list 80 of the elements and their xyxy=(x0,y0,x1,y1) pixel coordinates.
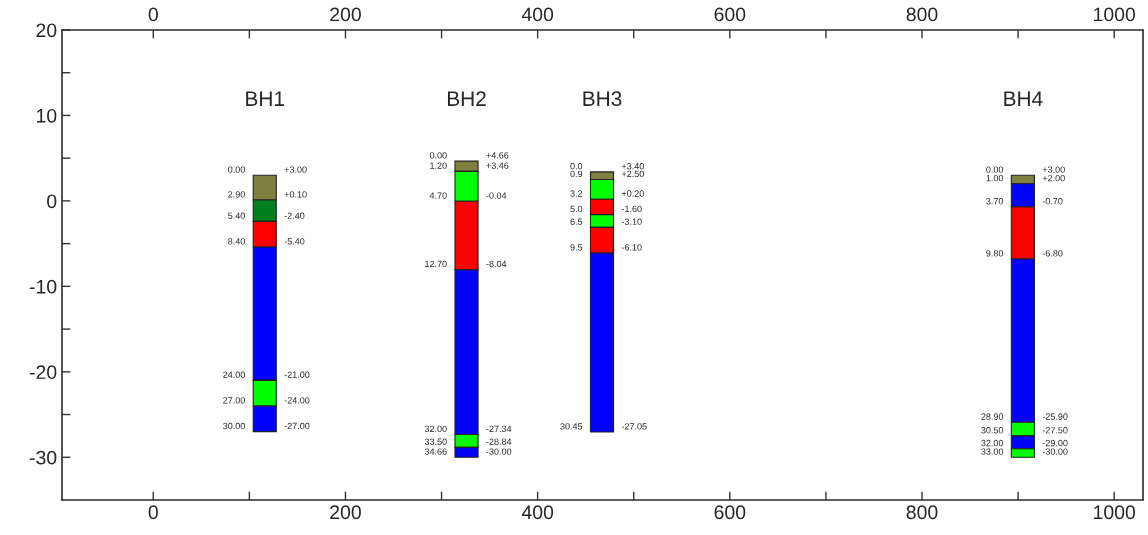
annotation: 9.5 xyxy=(570,244,583,251)
annotation: +0.20 xyxy=(621,190,644,197)
x2-tick-label: 0 xyxy=(148,7,158,22)
annotation: BH1 xyxy=(246,91,284,106)
annotation: 1.00 xyxy=(986,174,1004,182)
annotation: +3.00 xyxy=(1042,166,1065,173)
annotation: +3.46 xyxy=(486,162,509,169)
annotation: BH4 xyxy=(1004,91,1043,106)
annotation: +4.66 xyxy=(486,152,509,159)
annotation: 34.66 xyxy=(424,448,447,455)
annotation: -27.50 xyxy=(1042,427,1068,434)
x-tick-label: 400 xyxy=(521,505,554,520)
annotation: -30.00 xyxy=(486,448,512,455)
annotation: 8.40 xyxy=(228,238,245,245)
annotation: 0.0 xyxy=(570,162,583,170)
x-tick-label: 200 xyxy=(330,505,361,520)
annotation: 2.90 xyxy=(228,191,245,198)
annotation: -6.80 xyxy=(1042,250,1063,257)
annotation: 9.80 xyxy=(986,250,1004,257)
annotation: 0.00 xyxy=(986,166,1004,173)
annotation: -25.90 xyxy=(1042,413,1068,420)
annotation: -8.04 xyxy=(486,260,507,268)
annotation: 5.0 xyxy=(570,205,583,213)
annotation: 6.5 xyxy=(570,218,583,225)
annotation: -1.60 xyxy=(621,205,642,213)
annotation: -3.10 xyxy=(621,218,642,225)
annotation: 4.70 xyxy=(429,192,447,199)
x2-tick-label: 400 xyxy=(521,7,554,22)
annotation: 5.40 xyxy=(228,212,245,219)
x2-tick-label: 600 xyxy=(714,7,746,22)
x-tick-label: 800 xyxy=(906,505,938,520)
annotation: 28.90 xyxy=(981,413,1004,420)
x2-tick-label: 200 xyxy=(330,7,361,22)
annotation: -5.40 xyxy=(284,238,305,245)
annotation: +2.50 xyxy=(621,170,644,178)
x-tick-label: 1000 xyxy=(1094,505,1136,520)
annotation: -29.00 xyxy=(1042,439,1068,447)
y-tick-label: 20 xyxy=(36,23,57,38)
y-tick-label: -30 xyxy=(29,450,57,465)
annotation: 27.00 xyxy=(223,397,245,404)
annotation: 30.45 xyxy=(560,423,583,430)
annotation: 0.00 xyxy=(228,166,245,173)
annotation: 12.70 xyxy=(425,260,447,268)
x-tick-label: 600 xyxy=(714,505,746,520)
annotation: -0.04 xyxy=(486,192,507,199)
annotation: 24.00 xyxy=(223,371,245,378)
annotation: 1.20 xyxy=(430,162,447,169)
annotation: -2.40 xyxy=(284,212,305,219)
annotation: -0.70 xyxy=(1042,198,1063,205)
annotation: 3.2 xyxy=(570,190,583,197)
annotation: +3.40 xyxy=(621,162,644,170)
y-tick-label: -20 xyxy=(29,365,57,380)
annotation: BH2 xyxy=(447,91,486,106)
annotation: -27.05 xyxy=(621,423,647,430)
annotation: -6.10 xyxy=(621,244,642,251)
annotation: 3.70 xyxy=(986,198,1004,205)
x2-tick-label: 1000 xyxy=(1094,7,1136,22)
annotation: +0.10 xyxy=(284,191,307,198)
annotation: -21.00 xyxy=(284,371,310,378)
annotation: 32.00 xyxy=(424,425,447,433)
annotation: -27.34 xyxy=(486,425,512,433)
y-tick-label: -10 xyxy=(29,279,57,294)
annotation: 30.50 xyxy=(981,427,1004,434)
annotation: 0.00 xyxy=(429,152,447,159)
x2-tick-label: 800 xyxy=(906,7,938,22)
y-tick-label: 0 xyxy=(47,194,57,209)
annotation: +2.00 xyxy=(1042,174,1065,182)
annotation: -24.00 xyxy=(284,397,310,404)
annotation: -30.00 xyxy=(1042,448,1068,455)
annotation: -27.00 xyxy=(284,422,310,430)
annotation: -28.84 xyxy=(486,438,512,445)
annotation: 30.00 xyxy=(223,422,245,430)
y-tick-label: 10 xyxy=(37,108,57,123)
annotation: 32.00 xyxy=(981,439,1004,447)
x-tick-label: 0 xyxy=(148,505,158,520)
annotation: 33.50 xyxy=(424,438,447,445)
annotation: +3.00 xyxy=(284,166,307,173)
annotation: 0.9 xyxy=(570,170,583,178)
annotation: BH3 xyxy=(583,91,622,107)
annotation: 33.00 xyxy=(981,448,1004,455)
